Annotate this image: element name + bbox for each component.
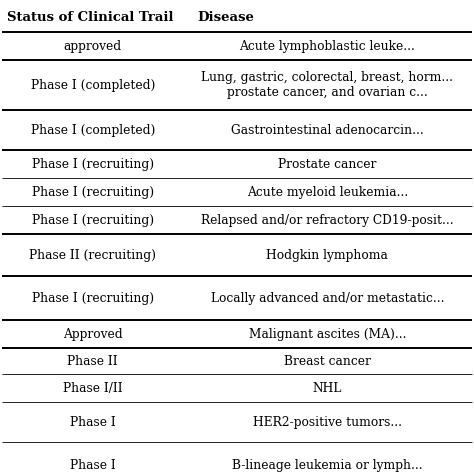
Text: Gastrointestinal adenocarcin...: Gastrointestinal adenocarcin... xyxy=(231,124,424,137)
Text: HER2-positive tumors...: HER2-positive tumors... xyxy=(253,416,402,429)
Text: Acute lymphoblastic leuke...: Acute lymphoblastic leuke... xyxy=(239,40,415,53)
Text: Phase II: Phase II xyxy=(67,355,118,368)
Text: Phase I (recruiting): Phase I (recruiting) xyxy=(32,158,154,171)
Text: Phase I (completed): Phase I (completed) xyxy=(30,79,155,92)
Text: Breast cancer: Breast cancer xyxy=(284,355,371,368)
Text: Hodgkin lymphoma: Hodgkin lymphoma xyxy=(266,249,388,262)
Text: Phase I (recruiting): Phase I (recruiting) xyxy=(32,292,154,305)
Text: Phase I/II: Phase I/II xyxy=(63,382,122,395)
Text: Approved: Approved xyxy=(63,328,122,341)
Text: Phase I (recruiting): Phase I (recruiting) xyxy=(32,186,154,199)
Text: Status of Clinical Trail: Status of Clinical Trail xyxy=(7,11,173,24)
Text: approved: approved xyxy=(64,40,122,53)
Text: Lung, gastric, colorectal, breast, horm...
prostate cancer, and ovarian c...: Lung, gastric, colorectal, breast, horm.… xyxy=(201,72,453,100)
Text: Acute myeloid leukemia...: Acute myeloid leukemia... xyxy=(246,186,408,199)
Text: NHL: NHL xyxy=(313,382,342,395)
Text: Phase I (recruiting): Phase I (recruiting) xyxy=(32,214,154,227)
Text: Phase I (completed): Phase I (completed) xyxy=(30,124,155,137)
Text: Prostate cancer: Prostate cancer xyxy=(278,158,376,171)
Text: B-lineage leukemia or lymph...: B-lineage leukemia or lymph... xyxy=(232,459,423,472)
Text: Malignant ascites (MA)...: Malignant ascites (MA)... xyxy=(248,328,406,341)
Text: Phase I: Phase I xyxy=(70,416,116,429)
Text: Disease: Disease xyxy=(197,11,254,24)
Text: Phase I: Phase I xyxy=(70,459,116,472)
Text: Phase II (recruiting): Phase II (recruiting) xyxy=(29,249,156,262)
Text: Locally advanced and/or metastatic...: Locally advanced and/or metastatic... xyxy=(210,292,444,305)
Text: Relapsed and/or refractory CD19-posit...: Relapsed and/or refractory CD19-posit... xyxy=(201,214,454,227)
